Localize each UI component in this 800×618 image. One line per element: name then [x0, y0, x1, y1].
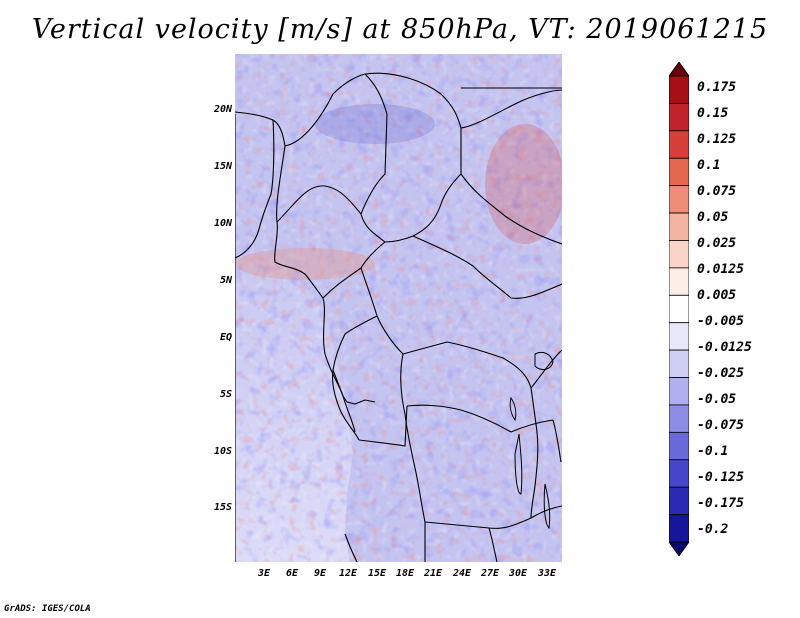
x-tick-label-15e: 15E: [367, 568, 387, 579]
colorbar-segment: [669, 514, 689, 543]
x-tick-label-18e: 18E: [395, 568, 415, 579]
colorbar-segment: [669, 294, 689, 324]
colorbar-label: -0.125: [697, 470, 744, 485]
colorbar-label: 0.125: [697, 132, 737, 147]
plot-title: Vertical velocity [m/s] at 850hPa, VT: 2…: [31, 14, 769, 45]
noise-white: [235, 54, 562, 562]
colorbar-segment: [669, 157, 689, 187]
colorbar-segment: [669, 212, 689, 241]
colorbar-label: 0.075: [697, 184, 737, 199]
colorbar-segment: [669, 459, 689, 488]
colorbar-segment: [669, 431, 689, 461]
colorbar-label: 0.15: [697, 106, 729, 121]
y-tick-label-eq: EQ: [219, 332, 232, 343]
vertical-velocity-map: [235, 54, 562, 562]
colorbar-segment: [669, 322, 689, 351]
country-borders: [235, 72, 562, 562]
x-tick-label-6e: 6E: [285, 568, 299, 579]
colorbar-label: 0.1: [697, 158, 721, 173]
x-tick-label-21e: 21E: [423, 568, 443, 579]
x-tick-label-33e: 33E: [537, 568, 557, 579]
colorbar-segment: [669, 103, 689, 132]
colorbar-label: -0.1: [697, 444, 729, 459]
grads-credit: GrADS: IGES/COLA: [4, 604, 91, 614]
y-tick-label-5s: 5S: [219, 389, 232, 400]
y-tick-label-10n: 10N: [213, 218, 232, 229]
x-tick-label-27e: 27E: [480, 568, 500, 579]
colorbar: [669, 62, 689, 556]
colorbar-label: 0.05: [697, 210, 729, 225]
colorbar-label: -0.2: [697, 522, 729, 537]
x-tick-label-3e: 3E: [257, 568, 271, 579]
colorbar-segment: [669, 486, 689, 515]
colorbar-label: -0.05: [697, 392, 737, 407]
colorbar-segment: [669, 62, 689, 77]
colorbar-label: -0.005: [697, 314, 744, 329]
colorbar-segment: [669, 404, 689, 433]
y-tick-label-15n: 15N: [213, 161, 232, 172]
blue-band-north: [315, 104, 435, 144]
colorbar-label: 0.005: [697, 288, 737, 303]
colorbar-label: -0.175: [697, 496, 744, 511]
x-tick-label-12e: 12E: [338, 568, 358, 579]
colorbar-segment: [669, 240, 689, 269]
colorbar-segments: [669, 62, 689, 556]
y-tick-label-15s: 15S: [213, 502, 232, 513]
colorbar-segment: [669, 349, 689, 378]
y-tick-label-5n: 5N: [219, 275, 232, 286]
colorbar-segment: [669, 130, 689, 159]
colorbar-label: -0.025: [697, 366, 744, 381]
red-band-north: [235, 248, 375, 280]
colorbar-segment: [669, 541, 689, 556]
colorbar-label: 0.175: [697, 80, 737, 95]
lakes: [509, 351, 554, 530]
y-tick-label-10s: 10S: [213, 446, 232, 457]
colorbar-label: 0.0125: [697, 262, 744, 277]
colorbar-label: -0.0125: [697, 340, 752, 355]
colorbar-segment: [669, 75, 689, 104]
y-tick-label-20n: 20N: [213, 104, 232, 115]
x-tick-label-9e: 9E: [313, 568, 327, 579]
colorbar-label: -0.075: [697, 418, 744, 433]
colorbar-label: 0.025: [697, 236, 737, 251]
x-tick-label-30e: 30E: [508, 568, 528, 579]
x-tick-label-24e: 24E: [452, 568, 472, 579]
colorbar-segment: [669, 185, 689, 214]
colorbar-segment: [669, 377, 689, 406]
red-band-east: [485, 124, 562, 244]
colorbar-segment: [669, 267, 689, 296]
